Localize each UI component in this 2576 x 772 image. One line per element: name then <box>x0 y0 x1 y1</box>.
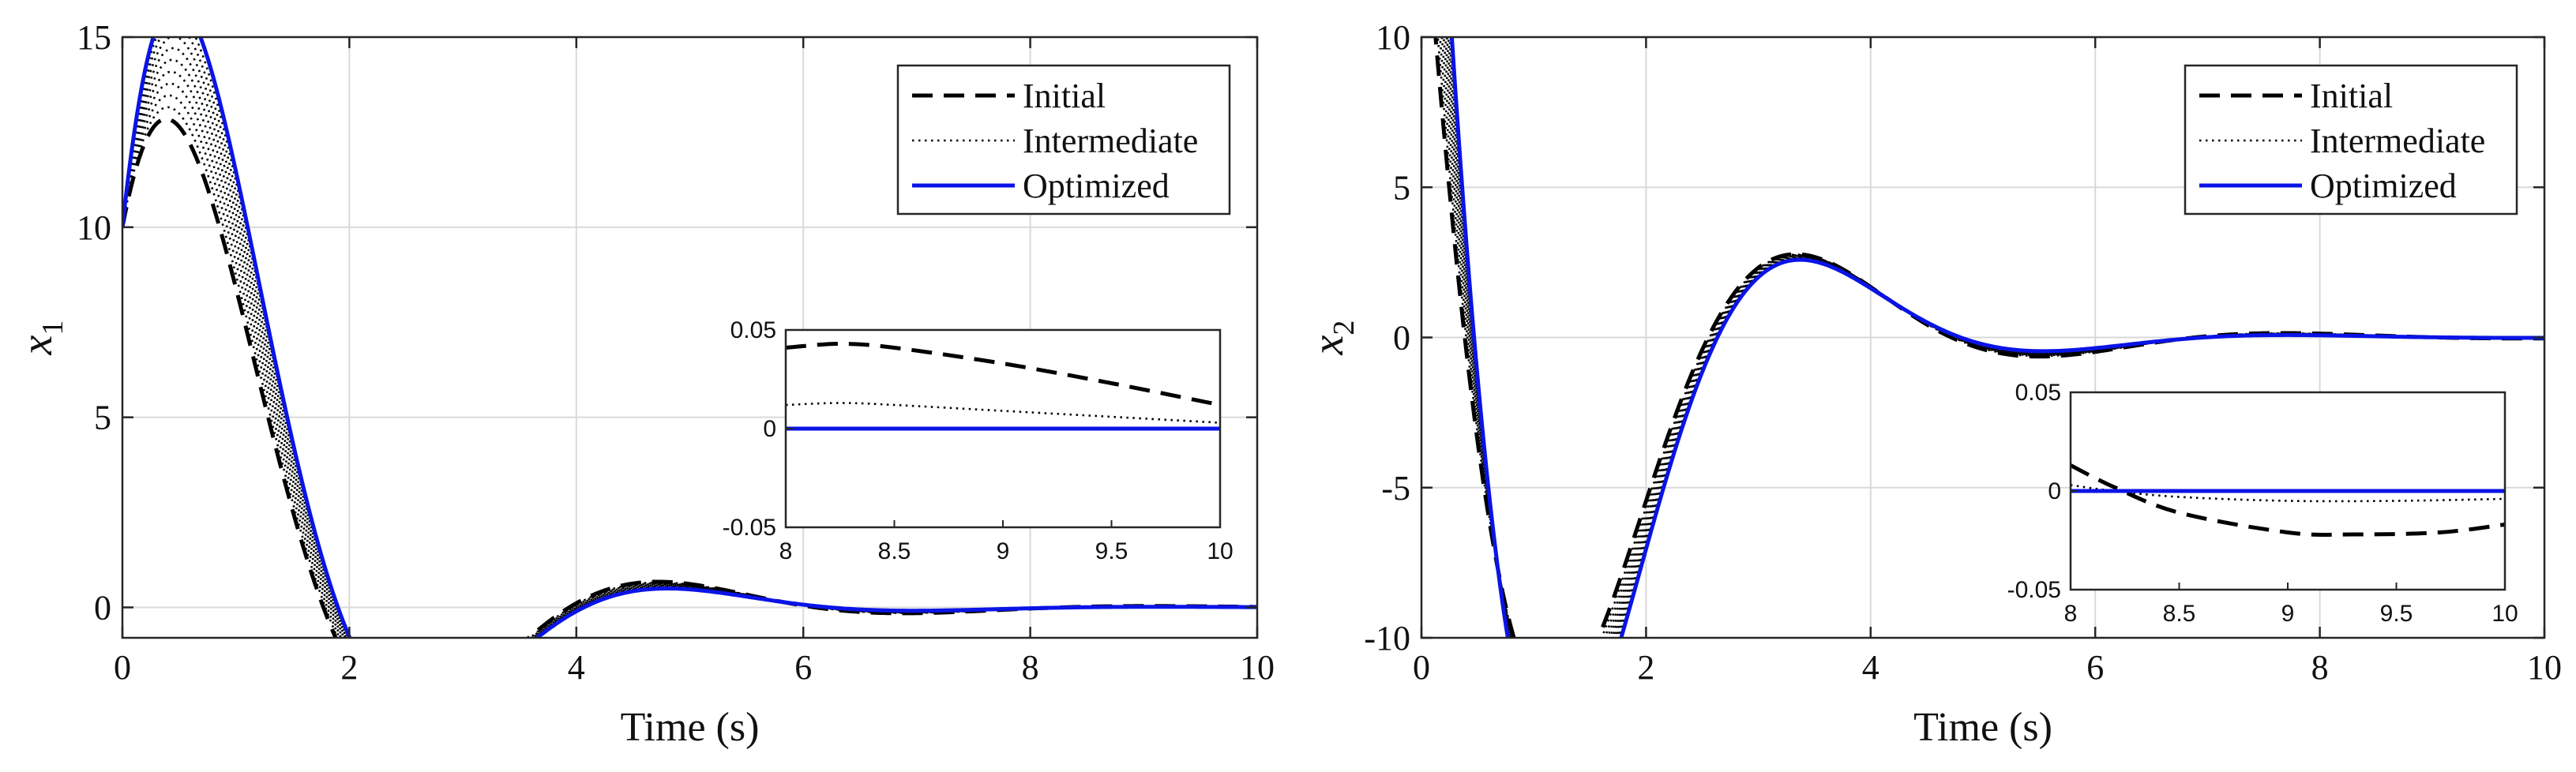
chart2-ylabel-sub: 2 <box>1327 320 1361 335</box>
chart2-legend-label-solid: Optimized <box>2310 167 2457 205</box>
chart1-inset: 8 8.5 9 9.5 10 -0.05 0 0.05 <box>723 317 1234 564</box>
chart1-inset-series-initial <box>785 341 1221 407</box>
chart2-xtick-label-5: 10 <box>2527 648 2562 687</box>
chart1-legend-label-dashed: Initial <box>1023 77 1106 115</box>
chart1-legend-box <box>896 64 1231 215</box>
chart2-ytick-label-4: 10 <box>1376 18 1410 57</box>
chart1-inset-xtick-label-0: 8 <box>779 538 793 564</box>
chart1-xtick-label-2: 4 <box>568 648 585 687</box>
chart2-inset-xtick-label-4: 10 <box>2492 601 2518 627</box>
chart2-series-intermediate-4 <box>1442 37 2544 638</box>
chart1-legend: Initial Intermediate Optimized <box>896 64 1231 215</box>
chart1-inset-ytick-label-1: 0 <box>763 416 776 442</box>
chart2-ytick-label-1: -5 <box>1381 469 1410 508</box>
chart2-inset-ytick-label-0: -0.05 <box>2007 577 2061 603</box>
chart2-legend-label-dotted: Intermediate <box>2310 122 2485 160</box>
chart2-inset-series-intermediate <box>2070 484 2506 503</box>
chart1-xtick-label-4: 8 <box>1022 648 1039 687</box>
chart1-inset-xtick-label-3: 9.5 <box>1095 538 1128 564</box>
chart1-inset-ytick-label-0: -0.05 <box>723 515 776 541</box>
chart1-xtick-label-5: 10 <box>1240 648 1275 687</box>
chart2-inset-xtick-label-1: 8.5 <box>2163 601 2196 627</box>
chart2-ytick-label-2: 0 <box>1393 319 1410 358</box>
chart1-legend-label-solid: Optimized <box>1023 167 1170 205</box>
chart1-series <box>122 37 1257 638</box>
chart2-inset-xtick-label-0: 8 <box>2064 601 2078 627</box>
chart1-xtick-label-3: 6 <box>794 648 812 687</box>
chart2-xtick-label-0: 0 <box>1413 648 1430 687</box>
chart1-xtick-label-0: 0 <box>114 648 131 687</box>
chart2-legend: Initial Intermediate Optimized <box>2184 64 2518 215</box>
chart2-xtick-label-2: 4 <box>1862 648 1879 687</box>
chart2-inset-ytick-label-2: 0.05 <box>2015 380 2061 406</box>
chart1-inset-xtick-label-2: 9 <box>997 538 1010 564</box>
chart2-ylabel-base: x <box>1304 335 1353 355</box>
chart1-ytick-label-1: 5 <box>94 399 111 437</box>
chart1-inset-series-intermediate <box>785 402 1221 424</box>
chart1-ytick-label-3: 15 <box>77 18 111 57</box>
chart1-ytick-label-0: 0 <box>94 588 111 627</box>
chart1-series-optimized <box>122 37 1257 638</box>
chart1-legend-label-dotted: Intermediate <box>1023 122 1198 160</box>
chart2-inset: 8 8.5 9 9.5 10 -0.05 0 0.05 <box>2007 380 2518 627</box>
chart2-xtick-label-4: 8 <box>2311 648 2329 687</box>
chart2-legend-box <box>2184 64 2518 215</box>
chart1-axes-box <box>121 36 1259 639</box>
chart1-ytick-label-2: 10 <box>77 208 111 247</box>
chart1-inset-ytick-label-2: 0.05 <box>730 317 776 343</box>
chart2-inset-ytick-label-1: 0 <box>2048 478 2061 504</box>
chart2-legend-label-dashed: Initial <box>2310 77 2393 115</box>
chart1-xtick-label-1: 2 <box>340 648 358 687</box>
chart1-ylabel: x1 <box>13 320 69 356</box>
chart1-ylabel-base: x <box>13 335 62 355</box>
chart2-series-optimized <box>1449 37 2544 638</box>
chart2-inset-xtick-label-3: 9.5 <box>2380 601 2413 627</box>
chart2-ytick-label-0: -10 <box>1364 619 1410 658</box>
chart2-ytick-label-3: 5 <box>1393 168 1410 207</box>
chart2-series-intermediate-2 <box>1439 37 2544 638</box>
chart2-xlabel: Time (s) <box>1913 705 2052 750</box>
chart1-ylabel-sub: 1 <box>36 320 69 335</box>
chart1-inset-xtick-label-4: 10 <box>1207 538 1233 564</box>
chart2-xtick-label-3: 6 <box>2086 648 2104 687</box>
chart2-inset-series-initial <box>2069 463 2506 537</box>
chart2-series <box>1433 37 2544 638</box>
chart1-inset-xtick-label-1: 8.5 <box>878 538 911 564</box>
chart2-ylabel: x2 <box>1304 320 1361 356</box>
chart2-inset-xtick-label-2: 9 <box>2281 601 2295 627</box>
chart2-xtick-label-1: 2 <box>1637 648 1654 687</box>
chart1-xlabel: Time (s) <box>621 705 760 750</box>
